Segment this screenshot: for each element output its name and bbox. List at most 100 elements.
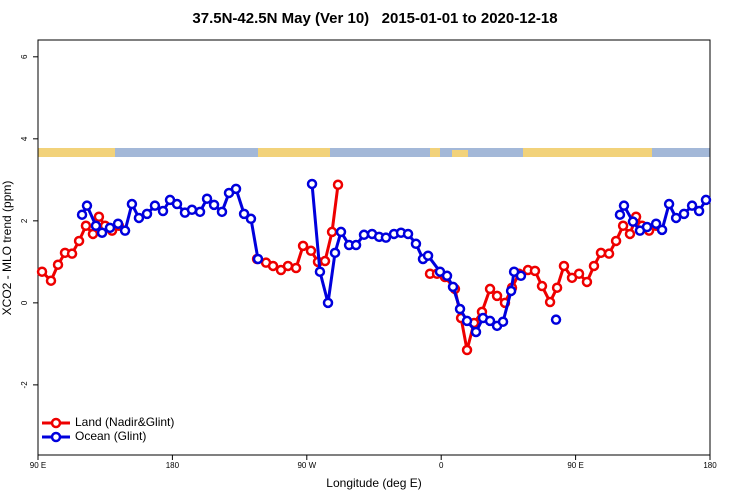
y-tick-label: 6 bbox=[20, 54, 29, 59]
land-strip bbox=[523, 148, 652, 157]
data-point bbox=[581, 276, 593, 288]
data-point bbox=[624, 228, 636, 240]
data-point bbox=[306, 178, 318, 190]
data-point bbox=[208, 199, 220, 211]
data-point bbox=[595, 247, 607, 259]
data-point bbox=[686, 200, 698, 211]
ocean-strip bbox=[38, 148, 710, 157]
plot-frame bbox=[37, 39, 711, 456]
data-point bbox=[297, 240, 309, 252]
data-point bbox=[80, 220, 92, 232]
data-point bbox=[410, 238, 422, 250]
data-point bbox=[76, 209, 88, 220]
y-tick-label: -2 bbox=[20, 381, 29, 389]
data-point bbox=[497, 316, 509, 327]
data-point bbox=[484, 283, 496, 295]
data-point bbox=[201, 193, 213, 204]
data-point bbox=[157, 205, 169, 217]
data-point bbox=[245, 213, 257, 225]
data-point bbox=[171, 198, 183, 210]
data-point bbox=[322, 297, 334, 309]
data-point bbox=[551, 282, 563, 293]
land-strip bbox=[258, 148, 330, 157]
data-point bbox=[663, 198, 675, 210]
data-point bbox=[358, 229, 370, 241]
data-point bbox=[319, 255, 331, 267]
data-point bbox=[52, 259, 64, 270]
data-point bbox=[536, 280, 548, 292]
data-point bbox=[282, 260, 294, 272]
x-tick-label: 180 bbox=[166, 461, 180, 470]
y-axis-title: XCO2 - MLO trend (ppm) bbox=[0, 181, 14, 316]
data-point bbox=[96, 227, 108, 238]
data-point bbox=[216, 206, 228, 218]
map-strip bbox=[38, 148, 710, 157]
data-point bbox=[186, 204, 198, 216]
data-point bbox=[326, 226, 338, 238]
data-point bbox=[573, 268, 585, 279]
data-point bbox=[544, 296, 556, 308]
x-tick-label: 90 W bbox=[297, 461, 316, 470]
data-point bbox=[380, 232, 392, 243]
data-point bbox=[73, 235, 85, 247]
data-point bbox=[656, 224, 668, 236]
data-point bbox=[603, 248, 615, 259]
land-strip bbox=[430, 148, 440, 157]
data-point bbox=[447, 281, 459, 293]
data-point bbox=[470, 326, 482, 338]
legend-marker bbox=[50, 417, 62, 429]
data-point bbox=[350, 239, 362, 251]
y-tick-label: 2 bbox=[20, 218, 29, 223]
data-point bbox=[45, 275, 57, 286]
data-point bbox=[66, 248, 78, 259]
data-point bbox=[267, 260, 279, 272]
data-point bbox=[610, 235, 622, 247]
y-tick-label: 0 bbox=[20, 300, 29, 305]
data-point bbox=[491, 290, 503, 302]
data-point bbox=[230, 183, 242, 195]
data-point bbox=[614, 209, 626, 220]
data-point bbox=[461, 315, 473, 327]
data-point bbox=[441, 270, 453, 282]
data-point bbox=[484, 315, 496, 327]
data-point bbox=[133, 212, 145, 224]
x-tick-label: 90 E bbox=[567, 461, 583, 470]
data-point bbox=[515, 270, 527, 282]
legend-label: Land (Nadir&Glint) bbox=[75, 415, 174, 429]
data-point bbox=[670, 212, 682, 224]
data-point bbox=[700, 194, 712, 206]
data-point bbox=[505, 285, 517, 297]
data-point bbox=[335, 226, 347, 238]
data-point bbox=[461, 344, 473, 356]
data-point bbox=[558, 260, 570, 272]
y-tick-label: 4 bbox=[20, 136, 29, 141]
data-point bbox=[588, 260, 600, 272]
data-point bbox=[93, 211, 105, 222]
legend-label: Ocean (Glint) bbox=[75, 429, 146, 443]
legend-marker bbox=[50, 431, 62, 443]
data-point bbox=[112, 218, 124, 229]
data-point bbox=[329, 247, 341, 259]
land-strip bbox=[452, 150, 468, 157]
data-point bbox=[332, 179, 344, 191]
data-point bbox=[126, 198, 138, 210]
data-point bbox=[36, 266, 48, 277]
data-point bbox=[529, 265, 541, 277]
data-point bbox=[650, 218, 662, 229]
data-point bbox=[119, 225, 131, 236]
data-point bbox=[627, 216, 639, 227]
data-point bbox=[305, 245, 317, 257]
data-point bbox=[641, 221, 653, 233]
data-point bbox=[693, 205, 705, 217]
x-tick-label: 0 bbox=[439, 461, 444, 470]
land-strip bbox=[38, 148, 115, 157]
data-point bbox=[618, 200, 630, 211]
data-point bbox=[252, 253, 264, 265]
data-point bbox=[314, 266, 326, 277]
data-point bbox=[238, 208, 250, 220]
data-point bbox=[617, 220, 629, 232]
data-point bbox=[290, 262, 302, 274]
x-axis-title: Longitude (deg E) bbox=[326, 476, 421, 490]
data-point bbox=[454, 303, 466, 315]
